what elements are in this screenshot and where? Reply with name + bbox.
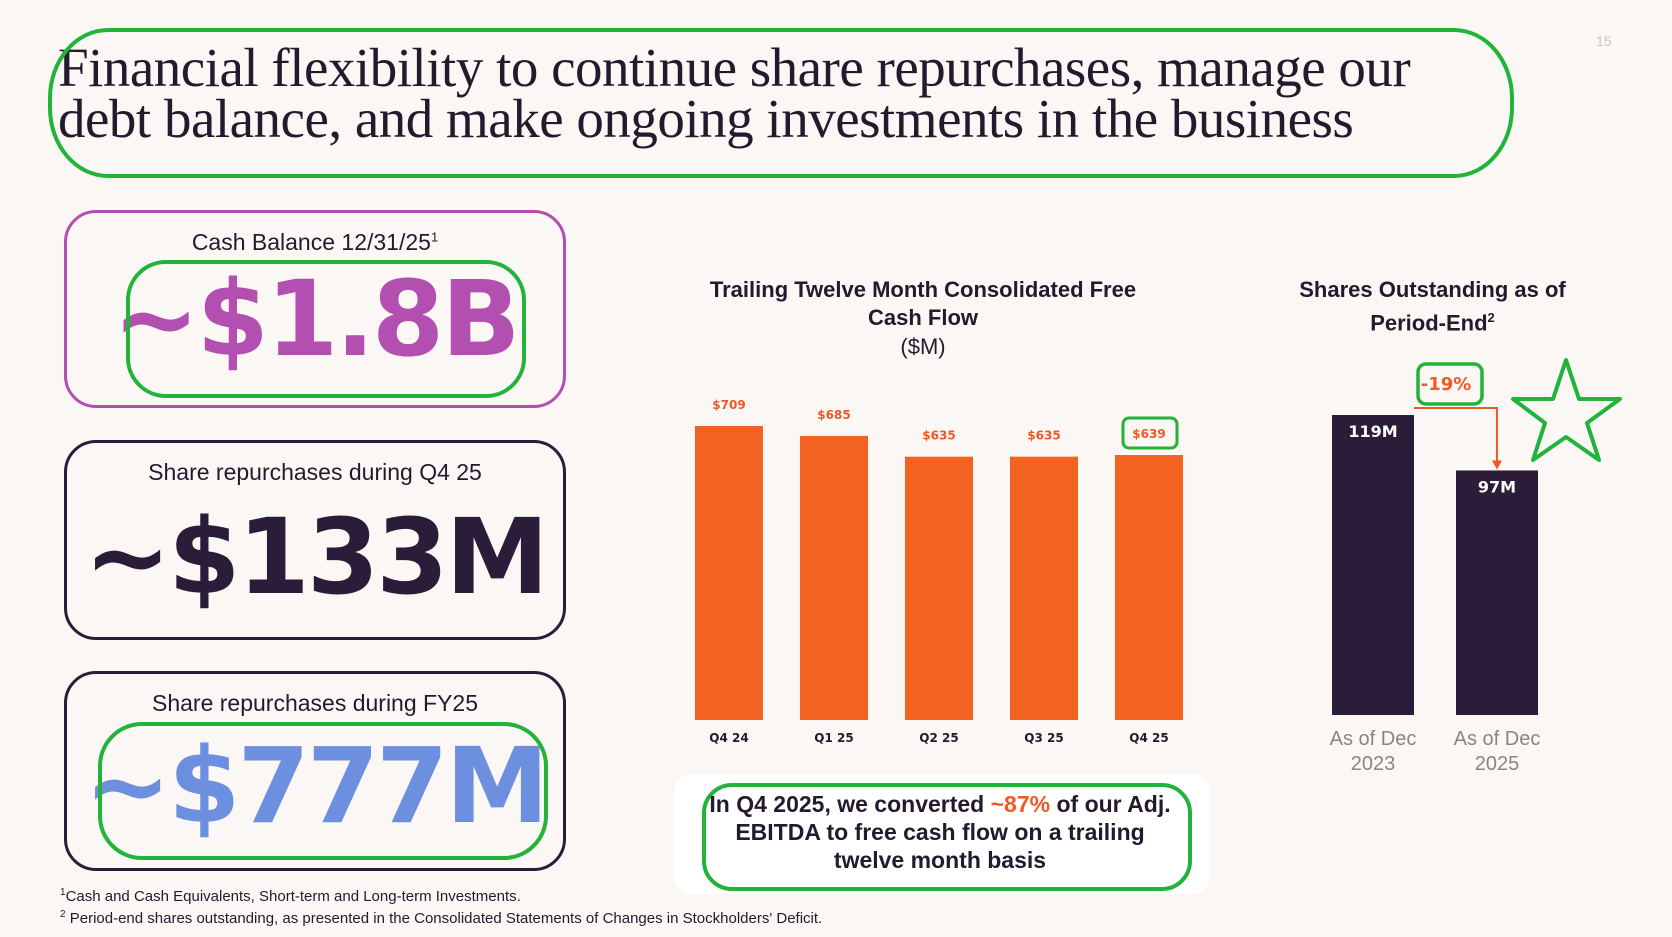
note-text-end: of our Adj. EBITDA to free cash flow on … [735,791,1171,873]
shares-chart-title-text: Shares Outstanding as of Period-End [1299,277,1566,336]
fcf-chart-title: Trailing Twelve Month Consolidated Free … [709,277,1137,330]
star-annotation-icon [1511,358,1622,462]
footnote-ref-1: 1 [430,229,439,245]
shares-change-label: -19% [1421,374,1472,395]
shares-value-label-2: 97M [1478,477,1516,496]
fcf-bar-1 [695,426,763,720]
shares-bar-chart: 119M As of Dec 2023 97M As of Dec 2025 -19% [1330,358,1622,775]
fcf-conversion-note: In Q4 2025, we converted ~87% of our Adj… [700,790,1180,874]
cash-balance-value: ~$1.8B [112,258,520,380]
shares-bar-2 [1456,470,1538,715]
fy-repurchases-value: ~$777M [83,725,549,847]
fcf-value-label-2: $685 [817,408,850,422]
note-highlight-percent: ~87% [990,791,1051,817]
shares-value-label-1: 119M [1348,422,1397,441]
fcf-category-label-4: Q3 25 [1024,731,1063,745]
fcf-category-label-3: Q2 25 [919,731,958,745]
shares-change-annotation-box [1416,362,1484,406]
fy-repurchases-label: Share repurchases during FY25 [151,690,479,716]
fcf-bar-3 [905,456,973,720]
q4-repurchases-value: ~$133M [83,496,549,618]
fcf-last-value-annotation-box [1121,416,1179,450]
fcf-bar-5 [1115,455,1183,720]
title-annotation-circle [48,28,1514,178]
footnote-1-text: Cash and Cash Equivalents, Short-term an… [65,888,521,905]
fy-repurchases-annotation-circle [98,722,548,860]
shares-category-label-1: As of Dec 2023 [1330,728,1417,775]
note-annotation-circle [702,783,1192,891]
shares-bar-1 [1332,415,1414,715]
fcf-category-label-2: Q1 25 [814,731,853,745]
q4-repurchases-label: Share repurchases during Q4 25 [148,459,482,485]
fcf-value-label-1: $709 [712,398,745,412]
shares-change-arrow [1414,407,1498,463]
fcf-category-label-1: Q4 24 [709,731,748,745]
fcf-value-label-5: $639 [1132,427,1165,441]
q4-repurchases-card: Share repurchases during Q4 25 ~$133M [64,440,566,640]
footnote-2-marker: 2 [60,909,66,920]
footnote-ref-2: 2 [1487,310,1495,325]
page-title: Financial flexibility to continue share … [58,37,1411,149]
cash-balance-label-text: Cash Balance 12/31/25 [191,229,431,255]
footnote-2: 2 Period-end shares outstanding, as pres… [60,909,822,927]
page-number: 15 [1596,33,1612,49]
footnote-1-marker: 1 [60,887,66,898]
fcf-bar-chart: $709 Q4 24 $685 Q1 25 $635 Q2 25 $635 Q3 25 $639… [695,398,1183,745]
footnote-2-text: Period-end shares outstanding, as presen… [65,910,823,927]
note-text-start: In Q4 2025, we converted [709,791,991,817]
fcf-value-label-4: $635 [1027,429,1060,443]
shares-category-label-2: As of Dec 2025 [1454,728,1541,775]
fcf-conversion-note-box [674,774,1210,894]
fy-repurchases-card: Share repurchases during FY25 ~$777M [64,671,566,871]
footnote-1: 1Cash and Cash Equivalents, Short-term a… [60,887,521,905]
shares-chart-title: Shares Outstanding as of Period-End2 [1270,276,1595,337]
fcf-category-label-5: Q4 25 [1129,731,1168,745]
cash-balance-annotation-circle [126,260,526,398]
cash-balance-label: Cash Balance 12/31/251 [67,229,563,256]
fcf-bar-2 [800,435,868,720]
shares-change-arrowhead [1492,460,1502,470]
cash-balance-card: Cash Balance 12/31/251 ~$1.8B [64,210,566,408]
fcf-value-label-3: $635 [922,429,955,443]
fcf-chart-subtitle: ($M) [900,334,946,359]
fcf-bar-4 [1010,456,1078,720]
